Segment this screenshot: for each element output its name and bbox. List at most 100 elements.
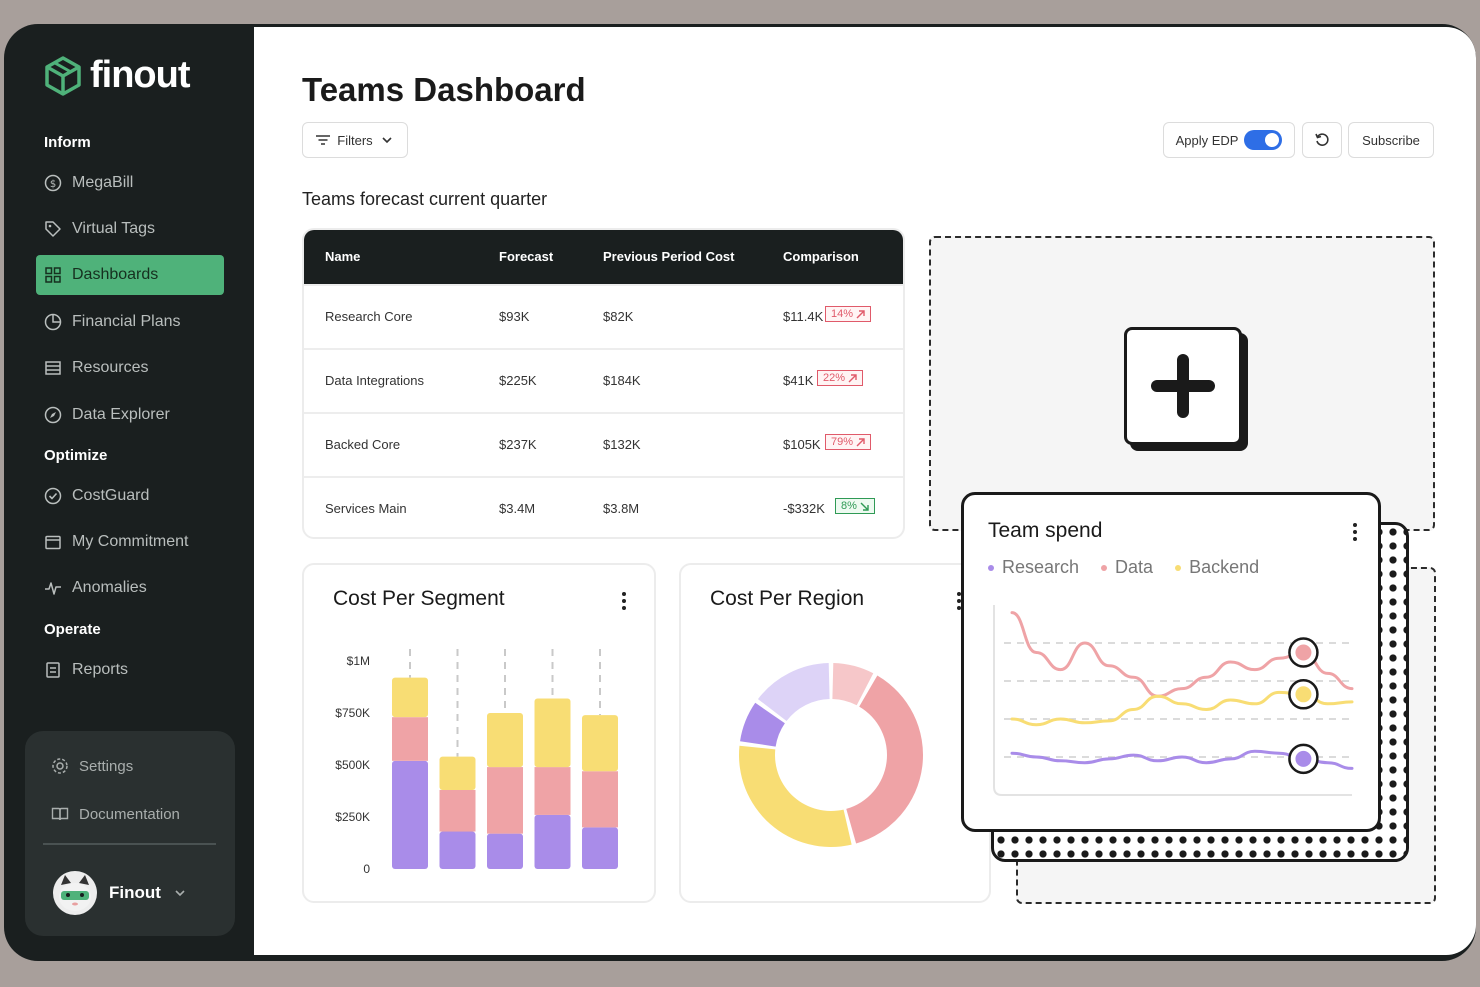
comparison-badge: 8% (835, 498, 875, 514)
sidebar-item-label: My Commitment (72, 533, 189, 550)
section-optimize: Optimize (44, 447, 108, 464)
sidebar-item-dashboards[interactable]: Dashboards (36, 255, 224, 295)
legend-dot (1175, 564, 1182, 571)
filter-icon (316, 135, 331, 145)
legend-item[interactable]: Research (988, 557, 1079, 578)
sidebar-item-megabill[interactable]: $ MegaBill (36, 163, 224, 203)
column-header[interactable]: Name (325, 249, 361, 264)
filters-label: Filters (337, 132, 373, 148)
legend-dot (1101, 564, 1108, 571)
donut-slice (757, 663, 830, 721)
y-tick-label: $1M (347, 654, 370, 668)
report-icon (46, 662, 60, 678)
section-operate: Operate (44, 621, 101, 638)
svg-text:$: $ (50, 179, 56, 190)
badge-percent: 79% (831, 436, 854, 448)
forecast-value: $3.4M (499, 501, 536, 516)
arrow-up-right-icon (856, 309, 865, 318)
settings-label: Settings (79, 757, 134, 775)
comparison-badge: 14% (825, 306, 872, 322)
sidebar-item-resources[interactable]: Resources (36, 348, 224, 388)
bar-segment (534, 698, 571, 768)
legend-label: Data (1115, 557, 1154, 577)
y-tick-label: $250K (335, 810, 370, 824)
filters-button[interactable]: Filters (302, 122, 408, 158)
legend-dot (988, 564, 994, 571)
apply-edp-label: Apply EDP (1175, 132, 1239, 148)
bar-segment (487, 833, 523, 869)
sidebar-item-label: Anomalies (72, 579, 147, 596)
subscribe-button[interactable]: Subscribe (1348, 122, 1434, 158)
previous-value: $3.8M (603, 501, 640, 516)
brand-logo[interactable]: finout (42, 54, 191, 97)
table-row[interactable]: Data Integrations $225K $184K $41K 22% (304, 348, 903, 412)
legend-label: Research (1002, 557, 1080, 577)
main-content: Teams Dashboard Filters Apply EDP Subscr… (254, 27, 1476, 955)
team-spend-chart (993, 605, 1354, 796)
forecast-table: Name Forecast Previous Period Cost Compa… (302, 228, 905, 539)
subscribe-label: Subscribe (1362, 132, 1420, 148)
apply-edp-control[interactable]: Apply EDP (1163, 122, 1295, 158)
sidebar-item-data-explorer[interactable]: Data Explorer (36, 395, 224, 435)
column-header[interactable]: Forecast (499, 249, 554, 264)
bar-segment (392, 717, 428, 761)
sidebar-item-anomalies[interactable]: Anomalies (36, 568, 224, 608)
arrow-down-right-icon (860, 502, 869, 511)
cost-per-region-chart (739, 663, 923, 847)
add-widget-button[interactable] (1124, 327, 1242, 445)
divider (43, 843, 216, 845)
sidebar-item-reports[interactable]: Reports (36, 650, 224, 690)
team-name: Data Integrations (325, 373, 425, 388)
forecast-subtitle: Teams forecast current quarter (302, 189, 548, 209)
more-options-button[interactable] (1353, 523, 1357, 544)
settings-link[interactable]: Settings (51, 757, 133, 775)
donut-slice (739, 745, 852, 847)
sidebar-item-label: CostGuard (72, 487, 150, 504)
user-menu[interactable]: Finout (53, 871, 187, 915)
sidebar-item-label: Reports (72, 661, 129, 678)
legend-item[interactable]: Backend (1175, 557, 1259, 578)
previous-value: $132K (603, 437, 641, 452)
comparison-value: $41K (783, 373, 814, 388)
bar-segment (582, 827, 618, 869)
card-title: Cost Per Region (710, 587, 865, 610)
table-row[interactable]: Services Main $3.4M $3.8M -$332K 8% (304, 476, 903, 537)
calendar-icon (45, 535, 61, 550)
compass-icon (44, 406, 62, 424)
documentation-link[interactable]: Documentation (51, 805, 180, 823)
sidebar-item-virtual-tags[interactable]: Virtual Tags (36, 209, 224, 249)
donut-slice (846, 675, 923, 844)
highlight-marker-point (1295, 644, 1312, 661)
highlight-marker-point (1295, 750, 1312, 767)
column-header[interactable]: Comparison (783, 249, 859, 264)
badge-percent: 14% (831, 308, 854, 320)
bar-segment (534, 814, 571, 869)
forecast-value: $237K (499, 437, 537, 452)
user-name: Finout (109, 883, 161, 902)
sidebar-item-my-commitment[interactable]: My Commitment (36, 522, 224, 562)
legend-item[interactable]: Data (1101, 557, 1153, 578)
bar-segment (487, 767, 523, 834)
bar-segment (439, 789, 476, 832)
arrow-up-right-icon (848, 373, 857, 382)
documentation-label: Documentation (79, 805, 180, 823)
sidebar-item-label: Resources (72, 359, 149, 376)
table-row[interactable]: Research Core $93K $82K $11.4K 14% (304, 284, 903, 348)
refresh-button[interactable] (1302, 122, 1342, 158)
cost-per-segment-card: Cost Per Segment $1M $750K $500K $250K 0 (302, 563, 656, 903)
pie-icon (44, 313, 62, 331)
more-options-button[interactable] (622, 592, 626, 613)
tag-icon (45, 221, 61, 237)
sidebar-item-financial-plans[interactable]: Financial Plans (36, 302, 224, 342)
card-title: Team spend (988, 519, 1103, 542)
column-header[interactable]: Previous Period Cost (603, 249, 735, 264)
finout-logo-icon (45, 55, 81, 96)
more-options-button[interactable] (957, 592, 961, 613)
cat-avatar-icon (59, 875, 91, 911)
card-title: Cost Per Segment (333, 587, 505, 610)
sidebar-item-costguard[interactable]: CostGuard (36, 476, 224, 516)
apply-edp-toggle[interactable] (1244, 130, 1283, 150)
table-row[interactable]: Backed Core $237K $132K $105K 79% (304, 412, 903, 476)
plus-icon (1151, 354, 1215, 418)
shield-check-icon (44, 487, 62, 505)
